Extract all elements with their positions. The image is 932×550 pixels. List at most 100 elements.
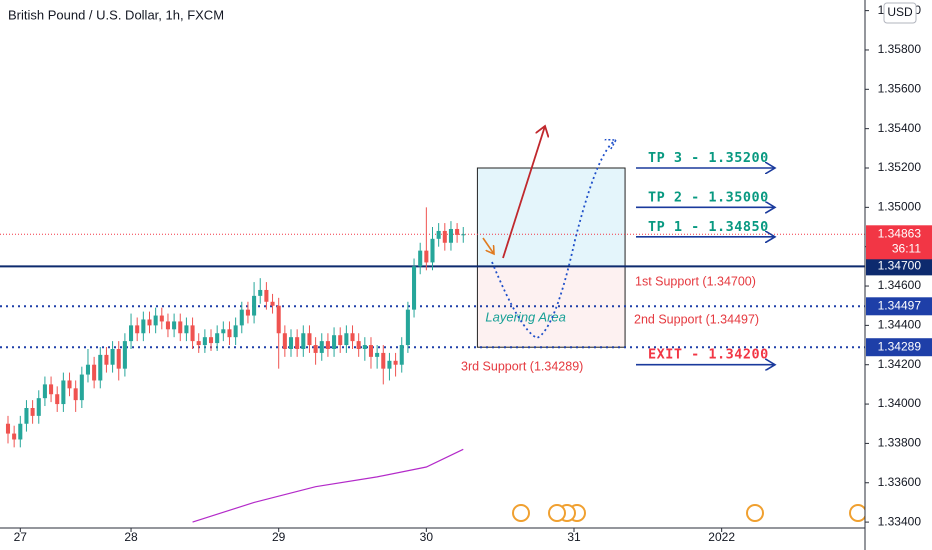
candle-body [448, 228, 453, 243]
candle-body [110, 348, 115, 365]
candle-body [233, 325, 238, 338]
candle-body [172, 321, 177, 330]
candle-body [61, 380, 66, 405]
target-label: TP 1 - 1.34850 [648, 219, 769, 235]
candle-body [461, 234, 466, 236]
y-tick-label: 1.35600 [878, 81, 922, 95]
candle-body [30, 408, 35, 416]
candle-body [24, 408, 29, 424]
candle-body [399, 345, 404, 365]
candle-body [178, 321, 183, 334]
candle-body [153, 315, 158, 326]
y-tick-label: 1.35200 [878, 160, 922, 174]
event-icon[interactable] [849, 504, 867, 522]
candle-body [104, 354, 109, 365]
y-tick-label: 1.35000 [878, 200, 922, 214]
price-badge-label: 1.34497 [878, 298, 922, 312]
candle-body [375, 352, 380, 357]
candle-body [141, 319, 146, 334]
last-price-badge [866, 225, 932, 260]
x-tick-label: 27 [14, 530, 28, 544]
candle-body [295, 337, 300, 349]
target-label: TP 2 - 1.35000 [648, 189, 769, 205]
support-label: 1st Support (1.34700) [635, 275, 756, 289]
candle-body [129, 325, 134, 342]
candle-body [85, 364, 91, 375]
zone-label: Layering Area [485, 310, 565, 325]
last-price-label: 1.34863 [878, 226, 922, 240]
candle-body [245, 309, 250, 316]
candle-body [362, 345, 367, 349]
candle-body [344, 333, 349, 346]
x-tick-label: 28 [124, 530, 138, 544]
currency-badge [883, 2, 917, 24]
y-tick-label: 1.33400 [878, 514, 922, 528]
candle-body [42, 384, 47, 399]
candle-body [196, 341, 201, 346]
bullish-arrow [502, 126, 545, 259]
x-tick-label: 30 [420, 530, 434, 544]
y-tick-label: 1.33600 [878, 475, 922, 489]
y-tick-label: 1.34400 [878, 318, 922, 332]
y-tick-label: 1.34000 [878, 396, 922, 410]
candle-body [98, 354, 103, 381]
candle-body [49, 384, 54, 395]
candle-body [288, 337, 294, 349]
price-badge [866, 338, 932, 357]
x-tick-label: 31 [567, 530, 581, 544]
x-tick-label: 2022 [708, 530, 735, 544]
event-icon[interactable] [746, 504, 764, 522]
price-badge-label: 1.34700 [878, 259, 922, 273]
candle-body [307, 333, 312, 346]
candle-body [356, 341, 361, 349]
candle-body [332, 335, 337, 349]
support-label: 3rd Support (1.34289) [461, 360, 583, 374]
candle-body [301, 333, 306, 349]
y-tick-label: 1.33800 [878, 436, 922, 450]
candle-body [67, 380, 72, 389]
drawing-layer [482, 126, 616, 339]
candle-body [190, 325, 195, 342]
event-icon[interactable] [512, 504, 530, 522]
candle-body [264, 289, 269, 302]
candle-body [202, 337, 207, 346]
candle-body [165, 321, 170, 330]
candle-body [18, 423, 23, 440]
candle-body [79, 374, 84, 401]
support-label: 2nd Support (1.34497) [634, 313, 759, 327]
candle-body [313, 345, 318, 353]
currency-label[interactable]: USD [887, 5, 913, 19]
target-label: TP 3 - 1.35200 [648, 150, 769, 166]
price-badge [866, 257, 932, 276]
candle-body [5, 423, 11, 434]
candle-body [36, 398, 41, 416]
candle-body [338, 335, 343, 346]
candle-body [215, 333, 220, 344]
candle-body [418, 250, 423, 267]
event-icon[interactable] [548, 504, 566, 522]
candle-body [135, 325, 140, 334]
candle-body [159, 315, 164, 322]
candle-body [412, 266, 417, 310]
candle-body [393, 360, 398, 365]
candle-body [116, 348, 121, 369]
candle-body [319, 341, 324, 353]
moving-average [192, 448, 464, 523]
price-badge [866, 297, 932, 316]
target-zone [476, 167, 626, 267]
candle-body [92, 364, 97, 381]
candle-body [208, 337, 214, 344]
projected-path [491, 140, 616, 339]
candle-body [12, 433, 17, 440]
candle-body [252, 295, 257, 316]
candle-body [55, 394, 60, 405]
candle-body [430, 238, 435, 263]
candle-body [381, 352, 386, 369]
candle-body [368, 345, 374, 357]
candle-body [387, 360, 392, 369]
candle-body [276, 305, 281, 334]
price-badge-label: 1.34289 [878, 339, 922, 353]
candle-body [227, 329, 232, 338]
candle-body [122, 341, 127, 369]
